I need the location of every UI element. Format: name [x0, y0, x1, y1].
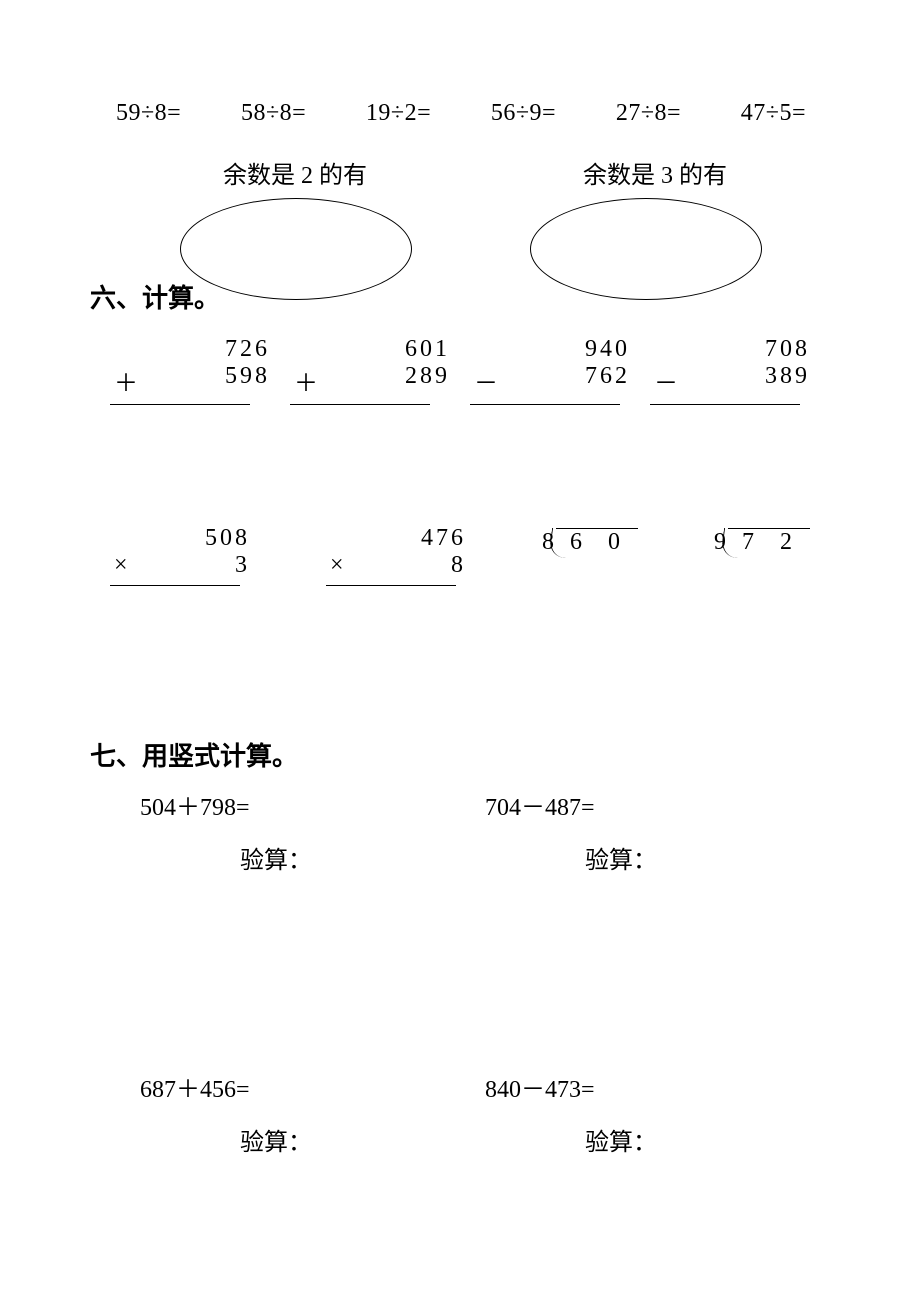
equation: 687＋456= [140, 1069, 485, 1104]
vertical-mul-div-row: 508 × 3 476 × 8 8 6 0 9 7 2 [90, 525, 830, 586]
vcalc-op: － [470, 363, 501, 398]
vcalc-top: 726 [225, 336, 270, 363]
check-row: 验算： 验算： [90, 1122, 830, 1157]
vcalc-bottom: 389 [765, 363, 810, 398]
long-division: 9 7 2 [714, 529, 810, 556]
section-7-title: 七、用竖式计算。 [90, 736, 830, 773]
division-item: 19÷2= [366, 100, 431, 127]
rule-line [470, 404, 620, 405]
long-division: 8 6 0 [542, 529, 638, 556]
vcalc-op: × [110, 552, 131, 579]
vertical-problem: 601 ＋ 289 [290, 336, 450, 405]
equation-row: 504＋798= 704－487= [90, 787, 830, 822]
vcalc-op: ＋ [110, 363, 141, 398]
rule-line [110, 404, 250, 405]
division-item: 27÷8= [616, 100, 681, 127]
ellipse-icon [530, 198, 762, 300]
answer-ellipses-row: 六、计算。 [90, 198, 830, 318]
vcalc-bottom: 598 [225, 363, 270, 398]
vcalc-bottom: 762 [585, 363, 630, 398]
check-label: 验算： [140, 840, 485, 875]
division-item: 56÷9= [491, 100, 556, 127]
rule-line [290, 404, 430, 405]
equation: 840－473= [485, 1069, 830, 1104]
remainder-2-label: 余数是 2 的有 [90, 155, 470, 190]
vcalc-op: × [326, 552, 347, 579]
equation: 704－487= [485, 787, 830, 822]
vertical-problem: 476 × 8 [326, 525, 466, 586]
vertical-addsub-row: 726 ＋ 598 601 ＋ 289 940 － 762 708 － 389 [90, 336, 830, 405]
rule-line [110, 585, 240, 586]
division-item: 59÷8= [116, 100, 181, 127]
division-item: 47÷5= [741, 100, 806, 127]
vcalc-top: 508 [205, 525, 250, 552]
vcalc-op: ＋ [290, 363, 321, 398]
remainder-group-labels: 余数是 2 的有 余数是 3 的有 [90, 155, 830, 190]
vertical-problem: 726 ＋ 598 [110, 336, 270, 405]
vertical-problem: 708 － 389 [650, 336, 810, 405]
remainder-3-label: 余数是 3 的有 [470, 155, 830, 190]
section-6-wrap: 六、计算。 [90, 198, 830, 318]
vcalc-top: 476 [421, 525, 466, 552]
check-label: 验算： [485, 840, 830, 875]
equation-row: 687＋456= 840－473= [90, 1069, 830, 1104]
check-label: 验算： [485, 1122, 830, 1157]
work-space [90, 875, 830, 1055]
check-label: 验算： [140, 1122, 485, 1157]
vertical-problem: 508 × 3 [110, 525, 250, 586]
section-6-title: 六、计算。 [90, 278, 220, 315]
vcalc-top: 940 [585, 336, 630, 363]
division-problems-row: 59÷8= 58÷8= 19÷2= 56÷9= 27÷8= 47÷5= [90, 100, 830, 127]
vertical-problem: 940 － 762 [470, 336, 630, 405]
vcalc-op: － [650, 363, 681, 398]
rule-line [650, 404, 800, 405]
rule-line [326, 585, 456, 586]
division-item: 58÷8= [241, 100, 306, 127]
check-row: 验算： 验算： [90, 840, 830, 875]
vcalc-bottom: 289 [405, 363, 450, 398]
equation: 504＋798= [140, 787, 485, 822]
vcalc-bottom: 3 [235, 552, 250, 579]
vcalc-bottom: 8 [451, 552, 466, 579]
vcalc-top: 708 [765, 336, 810, 363]
vcalc-top: 601 [405, 336, 450, 363]
